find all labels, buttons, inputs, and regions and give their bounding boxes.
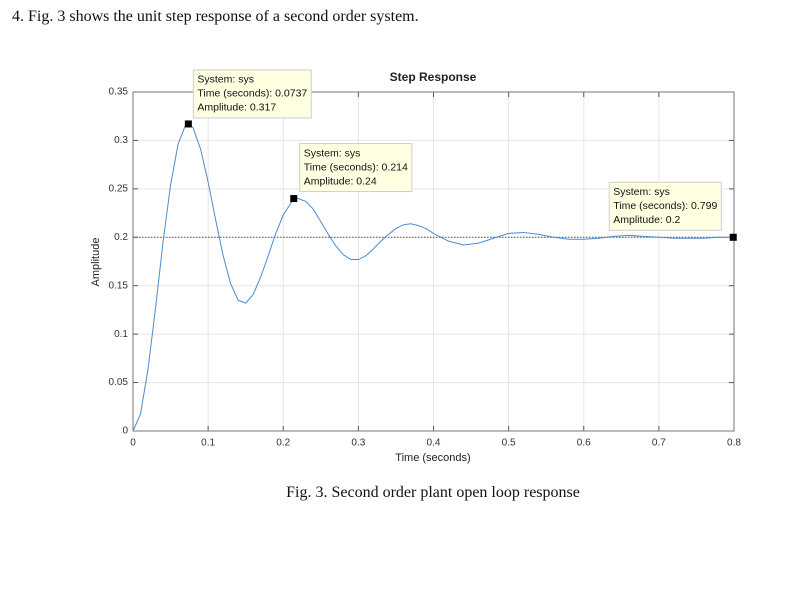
x-tick-label: 0.6 xyxy=(577,438,591,449)
y-tick-label: 0.2 xyxy=(114,232,128,243)
x-tick-label: 0.4 xyxy=(427,438,441,449)
y-tick-label: 0.1 xyxy=(114,329,128,340)
question: 4. Fig. 3 shows the unit step response o… xyxy=(12,8,419,25)
datatip-box xyxy=(608,181,722,231)
x-tick-label: 0.1 xyxy=(201,438,215,449)
x-tick-label: 0 xyxy=(130,438,136,449)
datatip-text: Time (seconds): 0.799 xyxy=(613,200,717,212)
x-tick-label: 0.8 xyxy=(727,438,741,449)
chart-title: Step Response xyxy=(390,70,477,84)
caption: Fig. 3. Second order plant open loop res… xyxy=(286,484,580,501)
y-tick-label: 0 xyxy=(122,426,128,437)
datatip-text: Amplitude: 0.24 xyxy=(304,175,377,187)
datatip-text: Amplitude: 0.317 xyxy=(197,102,276,114)
x-tick-label: 0.3 xyxy=(351,438,365,449)
response-line xyxy=(132,123,734,432)
y-tick-label: 0.05 xyxy=(109,377,129,388)
datatip-text: Amplitude: 0.2 xyxy=(613,214,680,226)
datatip: System: sys Time (seconds): 0.0737 Amplitu… xyxy=(192,69,312,119)
datatip-box xyxy=(299,143,413,193)
datatip-marker xyxy=(729,233,737,241)
x-axis-label: Time (seconds) xyxy=(395,452,470,464)
x-tick-label: 0.2 xyxy=(276,438,290,449)
y-axis-label: Amplitude xyxy=(90,238,102,287)
datatip-marker xyxy=(290,195,298,203)
datatip-text: Time (seconds): 0.214 xyxy=(304,161,408,173)
datatip-text: System: sys xyxy=(304,147,361,159)
y-tick-label: 0.35 xyxy=(109,87,129,98)
datatip-text: System: sys xyxy=(197,74,254,86)
y-tick-label: 0.25 xyxy=(109,183,129,194)
datatip: System: sys Time (seconds): 0.799 Amplitud… xyxy=(608,181,722,231)
datatip-text: Time (seconds): 0.0737 xyxy=(197,88,307,100)
y-tick-label: 0.3 xyxy=(114,135,128,146)
datatip: System: sys Time (seconds): 0.214 Amplitud… xyxy=(299,143,413,193)
x-tick-label: 0.7 xyxy=(652,438,666,449)
axes-box xyxy=(132,91,735,432)
datatip-text: System: sys xyxy=(613,186,670,198)
datatip-marker xyxy=(184,120,192,128)
y-tick-label: 0.15 xyxy=(109,280,129,291)
x-tick-label: 0.5 xyxy=(502,438,516,449)
datatip-box xyxy=(192,69,312,119)
